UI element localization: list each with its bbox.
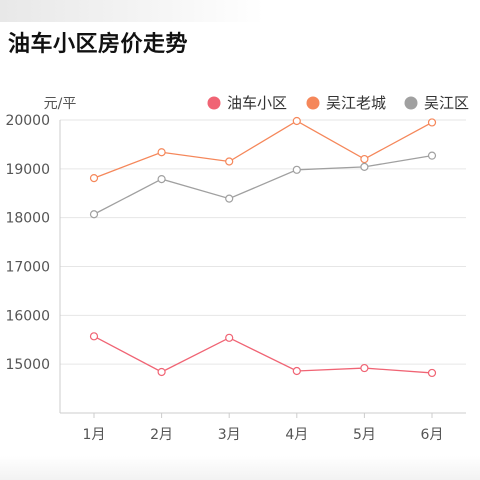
data-point <box>427 118 437 127</box>
data-point <box>292 165 301 174</box>
x-tick-label: 2月 <box>150 427 173 443</box>
series-line <box>93 120 433 179</box>
y-tick-label: 15000 <box>5 357 50 373</box>
y-tick-label: 19000 <box>5 162 50 178</box>
data-point <box>360 154 369 164</box>
legend-marker <box>207 96 221 110</box>
y-tick-label: 18000 <box>5 211 50 227</box>
data-point <box>225 194 234 203</box>
data-point <box>157 148 166 157</box>
y-tick-label: 16000 <box>5 308 50 324</box>
y-axis-label: 元/平 <box>44 96 77 112</box>
bottom-fade-strip <box>0 456 480 480</box>
top-fade-strip <box>0 0 480 22</box>
data-point <box>360 363 369 373</box>
x-tick-label: 4月 <box>285 427 308 443</box>
series-lines <box>89 116 437 378</box>
data-point <box>225 157 234 166</box>
legend-label: 吴江老城 <box>326 94 386 112</box>
legend-marker <box>404 96 418 110</box>
data-point <box>157 174 166 184</box>
data-point <box>427 368 437 378</box>
x-tick-label: 6月 <box>421 427 444 443</box>
data-point <box>89 174 99 183</box>
series-line <box>93 155 433 215</box>
page-title: 油车小区房价走势 <box>8 32 189 57</box>
y-tick-label: 17000 <box>5 260 50 276</box>
data-point <box>89 332 99 341</box>
y-tick-label: 20000 <box>5 113 50 129</box>
data-point <box>292 116 301 126</box>
series-line <box>93 335 433 374</box>
data-point <box>225 333 234 342</box>
grid-lines <box>60 119 466 365</box>
x-tick-label: 3月 <box>218 427 241 443</box>
legend-label: 吴江区 <box>424 94 469 112</box>
data-point <box>157 367 166 377</box>
data-point <box>89 210 99 219</box>
x-tick-label: 5月 <box>353 427 376 443</box>
legend: 油车小区 吴江老城 吴江区 <box>207 94 469 112</box>
data-point <box>292 366 301 376</box>
x-tick-label: 1月 <box>83 427 106 443</box>
data-point <box>427 151 437 160</box>
legend-marker <box>306 96 320 110</box>
legend-label: 油车小区 <box>227 94 287 112</box>
data-point <box>360 162 369 171</box>
